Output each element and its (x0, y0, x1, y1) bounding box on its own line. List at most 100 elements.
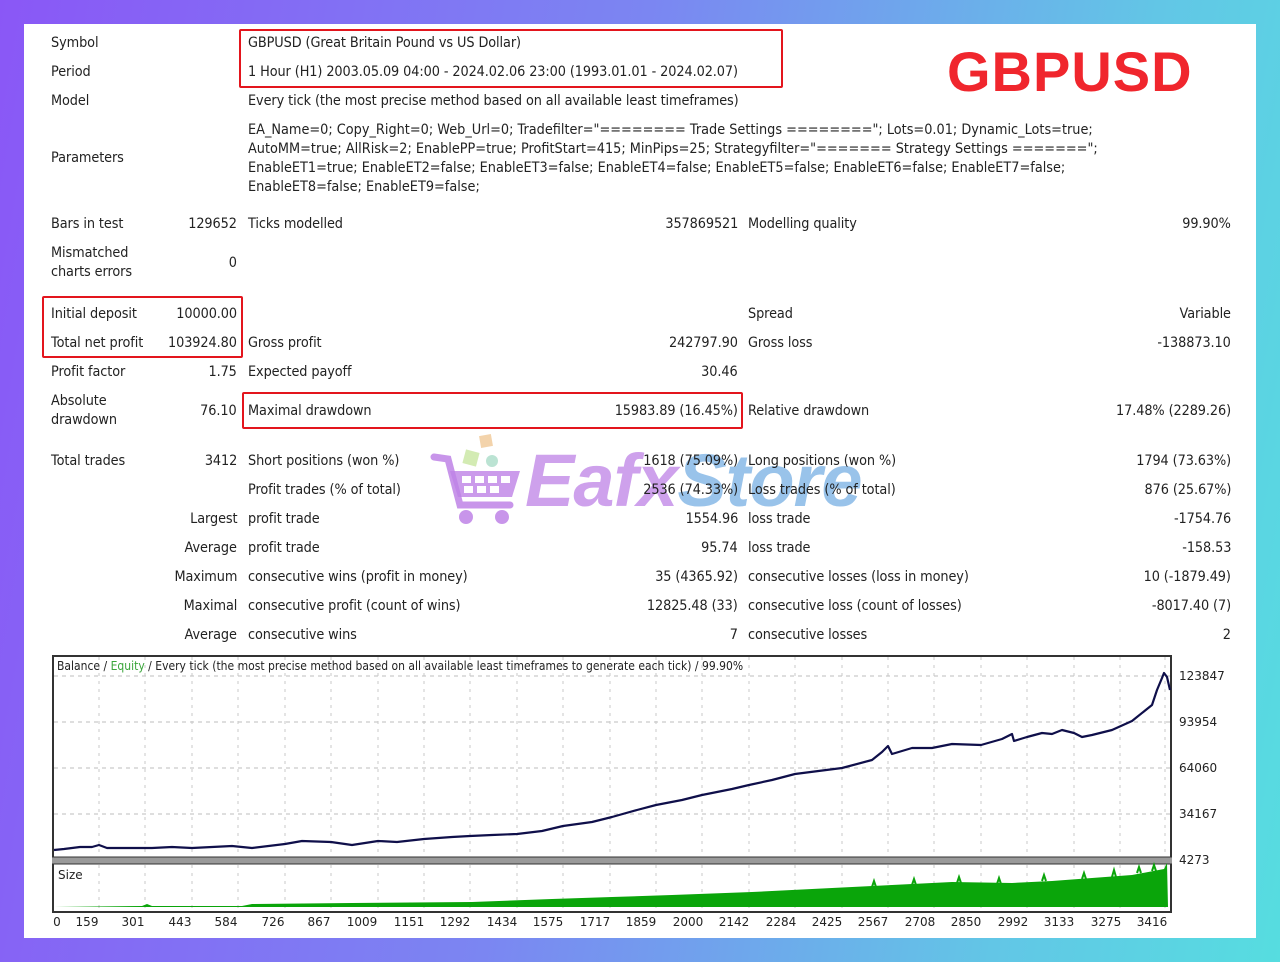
bars-in-test-value: 129652 (188, 216, 237, 232)
average-profit-label: profit trade (248, 540, 320, 556)
y-tick: 34167 (1179, 807, 1218, 821)
gross-loss-label: Gross loss (748, 335, 813, 351)
largest-loss-value: -1754.76 (1173, 511, 1231, 527)
profit-factor-value: 1.75 (208, 364, 237, 380)
mismatched-label-line2: charts errors (51, 264, 132, 280)
relative-drawdown-value: 17.48% (2289.26) (1115, 403, 1231, 419)
balance-chart (52, 655, 1172, 913)
absolute-drawdown-label-line1: Absolute (51, 393, 107, 409)
x-tick: 726 (261, 915, 285, 929)
y-tick: 123847 (1179, 669, 1225, 683)
absolute-drawdown-label-line2: drawdown (51, 412, 117, 428)
gross-profit-value: 242797.90 (669, 335, 738, 351)
x-tick: 443 (168, 915, 192, 929)
size-subchart-label: Size (58, 868, 83, 882)
profit-trades-value: 2536 (74.33%) (643, 482, 738, 498)
expected-payoff-value: 30.46 (701, 364, 739, 380)
parameters-label: Parameters (51, 150, 124, 166)
average-consecutive-prefix: Average (184, 627, 237, 643)
parameters-line: EnableET1=true; EnableET2=false; EnableE… (248, 160, 1066, 176)
modelling-quality-value: 99.90% (1182, 216, 1231, 232)
total-net-profit-label: Total net profit (51, 335, 144, 351)
x-tick: 1859 (625, 915, 657, 929)
x-tick: 3275 (1090, 915, 1122, 929)
largest-prefix: Largest (189, 511, 237, 527)
maximal-consecutive-profit-value: 12825.48 (33) (647, 598, 738, 614)
x-tick: 1434 (486, 915, 518, 929)
x-tick: 1151 (393, 915, 425, 929)
average-consecutive-losses-label: consecutive losses (748, 627, 868, 643)
largest-profit-label: profit trade (248, 511, 320, 527)
x-tick: 2567 (857, 915, 889, 929)
parameters-line: EnableET8=false; EnableET9=false; (248, 179, 480, 195)
x-tick: 584 (214, 915, 238, 929)
x-tick: 2850 (950, 915, 982, 929)
long-positions-value: 1794 (73.63%) (1136, 453, 1231, 469)
deposit-profit-highlight (42, 296, 243, 358)
legend-equity: Equity (110, 659, 145, 673)
maximal-consecutive-loss-label: consecutive loss (count of losses) (748, 598, 962, 614)
symbol-label: Symbol (51, 35, 99, 51)
max-consecutive-losses-value: 10 (-1879.49) (1143, 569, 1231, 585)
period-label: Period (51, 64, 91, 80)
loss-trades-value: 876 (25.67%) (1144, 482, 1231, 498)
ticks-modelled-label: Ticks modelled (248, 216, 343, 232)
largest-profit-value: 1554.96 (685, 511, 738, 527)
modelling-quality-label: Modelling quality (748, 216, 857, 232)
x-tick: 301 (121, 915, 145, 929)
spread-value: Variable (1179, 306, 1232, 322)
gross-loss-value: -138873.10 (1157, 335, 1231, 351)
total-net-profit-value: 103924.80 (168, 335, 237, 351)
x-tick: 2284 (765, 915, 797, 929)
max-consecutive-wins-label: consecutive wins (profit in money) (248, 569, 468, 585)
x-tick: 0 (53, 915, 61, 929)
y-tick: 4273 (1179, 853, 1210, 867)
x-tick: 1575 (532, 915, 564, 929)
balance-chart-plot (52, 657, 1172, 909)
profit-trades-label: Profit trades (% of total) (248, 482, 401, 498)
maximal-drawdown-label: Maximal drawdown (248, 403, 372, 419)
y-tick: 64060 (1179, 761, 1218, 775)
x-tick: 2992 (997, 915, 1029, 929)
absolute-drawdown-value: 76.10 (200, 403, 238, 419)
x-tick: 2425 (811, 915, 843, 929)
x-tick: 2142 (718, 915, 750, 929)
largest-loss-label: loss trade (748, 511, 811, 527)
long-positions-label: Long positions (won %) (748, 453, 897, 469)
max-consecutive-losses-label: consecutive losses (loss in money) (748, 569, 969, 585)
model-value: Every tick (the most precise method base… (248, 93, 739, 109)
symbol-value: GBPUSD (Great Britain Pound vs US Dollar… (248, 35, 521, 51)
maximal-drawdown-value: 15983.89 (16.45%) (614, 403, 738, 419)
x-tick: 1717 (579, 915, 611, 929)
x-tick: 2708 (904, 915, 936, 929)
x-tick: 1292 (439, 915, 471, 929)
x-tick: 1009 (346, 915, 378, 929)
total-trades-label: Total trades (51, 453, 126, 469)
profit-factor-label: Profit factor (51, 364, 126, 380)
average-consecutive-wins-label: consecutive wins (248, 627, 357, 643)
initial-deposit-label: Initial deposit (51, 306, 137, 322)
parameters-line: AutoMM=true; AllRisk=2; EnablePP=true; P… (248, 141, 1098, 157)
short-positions-value: 1618 (75.09%) (643, 453, 738, 469)
x-tick: 159 (75, 915, 99, 929)
expected-payoff-label: Expected payoff (248, 364, 352, 380)
parameters-line: EA_Name=0; Copy_Right=0; Web_Url=0; Trad… (248, 122, 1093, 138)
x-tick: 3416 (1136, 915, 1168, 929)
average-loss-label: loss trade (748, 540, 811, 556)
loss-trades-label: Loss trades (% of total) (748, 482, 896, 498)
period-value: 1 Hour (H1) 2003.05.09 04:00 - 2024.02.0… (248, 64, 738, 80)
total-trades-value: 3412 (204, 453, 238, 469)
maximum-prefix: Maximum (174, 569, 237, 585)
maximal-consecutive-profit-label: consecutive profit (count of wins) (248, 598, 461, 614)
model-label: Model (51, 93, 90, 109)
symbol-period-highlight (239, 29, 783, 88)
bars-in-test-label: Bars in test (51, 216, 124, 232)
average-profit-value: 95.74 (701, 540, 739, 556)
maximal-consecutive-loss-value: -8017.40 (7) (1151, 598, 1231, 614)
mismatched-value: 0 (228, 255, 237, 271)
ticks-modelled-value: 357869521 (665, 216, 738, 232)
initial-deposit-value: 10000.00 (176, 306, 237, 322)
short-positions-label: Short positions (won %) (248, 453, 400, 469)
average-consecutive-wins-value: 7 (729, 627, 738, 643)
mismatched-label-line1: Mismatched (51, 245, 129, 261)
